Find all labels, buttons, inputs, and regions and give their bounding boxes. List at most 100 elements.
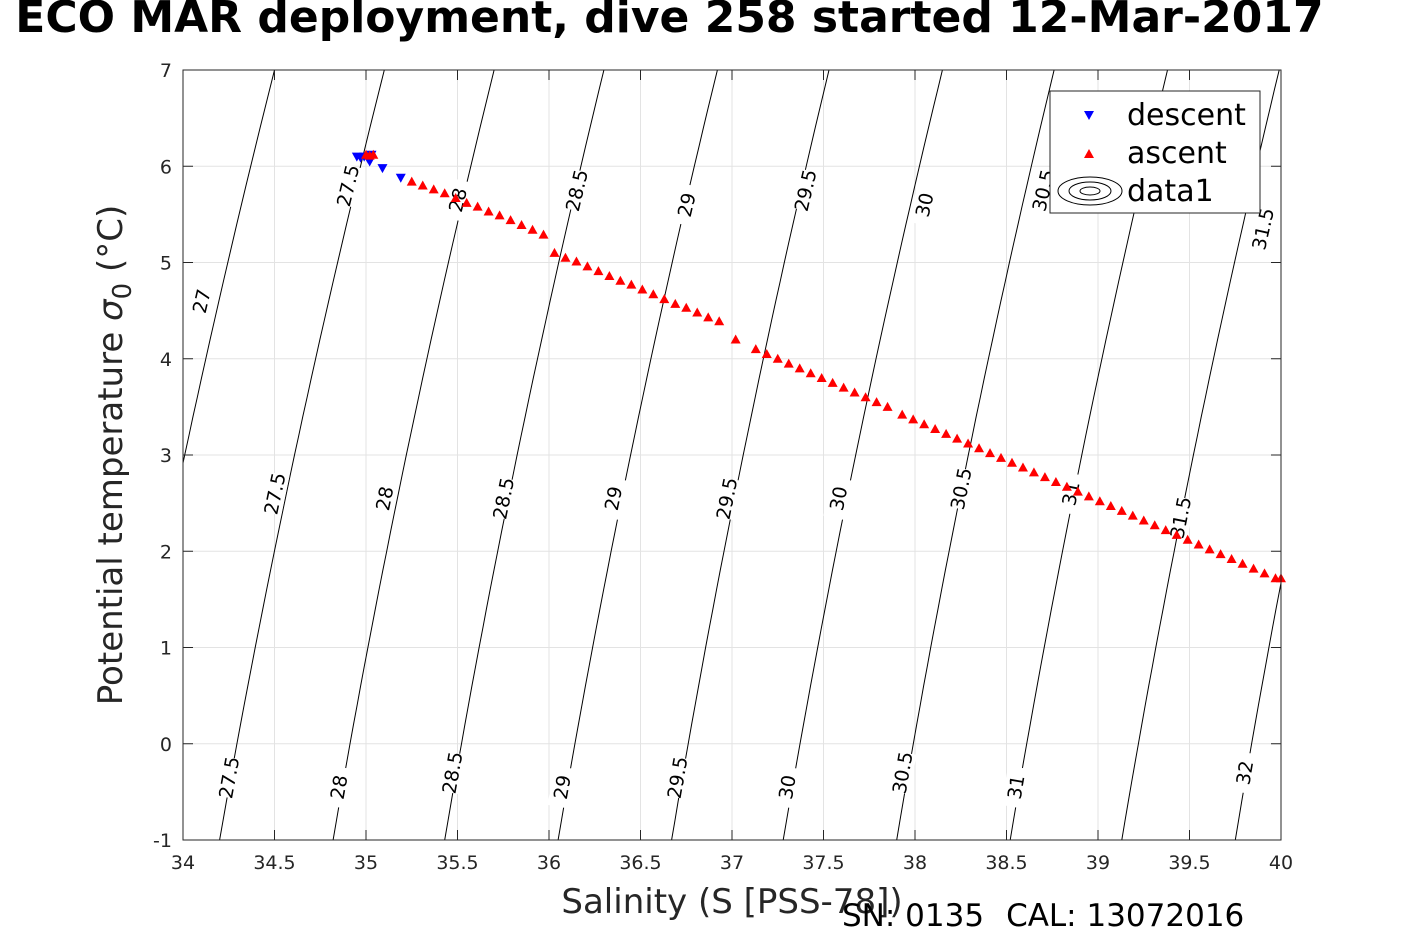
- legend-ascent-label: ascent: [1127, 136, 1227, 171]
- ascent-point: [1149, 520, 1160, 530]
- data-points: [351, 149, 1286, 583]
- ascent-point: [1017, 462, 1028, 472]
- ascent-point: [659, 294, 670, 304]
- contour-label-28.5: 28.5: [562, 167, 593, 213]
- contour-label-bg: [324, 765, 353, 809]
- contour-label-bg: [1001, 765, 1030, 809]
- descent-point: [395, 173, 406, 183]
- ascent-point: [692, 307, 703, 317]
- ascent-point: [827, 377, 838, 387]
- contour-label-27.5: 27.5: [333, 163, 364, 209]
- contour-label-29: 29: [674, 191, 701, 220]
- y-tick-label: 0: [160, 734, 172, 756]
- contour-label-30: 30: [912, 191, 939, 220]
- contour-label-bg: [547, 765, 577, 809]
- ascent-point: [1226, 553, 1237, 563]
- x-tick-label: 34: [171, 852, 195, 874]
- contour-label-bg: [887, 751, 917, 795]
- contour-label-bg: [662, 755, 692, 800]
- ascent-point: [505, 215, 516, 225]
- ascent-point: [549, 247, 560, 257]
- ascent-point: [974, 443, 985, 453]
- y-tick-label: 1: [160, 638, 172, 660]
- contour-label-bg: [1055, 471, 1086, 516]
- x-axis-label: Salinity (S [PSS-78]): [561, 882, 902, 922]
- contour-label-30: 30: [775, 773, 801, 801]
- contour-label-bg: [369, 476, 400, 521]
- ascent-point: [417, 180, 428, 190]
- ascent-point: [1116, 505, 1127, 515]
- ascent-point: [1171, 529, 1182, 539]
- contour-label-bg: [1230, 751, 1259, 795]
- ascent-point: [849, 387, 860, 397]
- contour-label-bg: [908, 182, 940, 227]
- ascent-point: [1248, 563, 1259, 573]
- y-tick-label: 6: [160, 156, 172, 178]
- ascent-point: [930, 424, 941, 434]
- contour-label-28.5: 28.5: [438, 750, 467, 795]
- x-tick-label: 39: [1086, 852, 1110, 874]
- ascent-point: [368, 149, 379, 159]
- ascent-point: [1105, 501, 1116, 511]
- ascent-point: [571, 256, 582, 266]
- ascent-point: [996, 452, 1007, 462]
- ascent-point: [560, 252, 571, 262]
- contour-label-27: 27: [189, 287, 216, 315]
- contour-label-bg: [488, 476, 519, 521]
- y-tick-label: 7: [160, 60, 172, 82]
- legend-ascent-marker: [1084, 149, 1094, 158]
- contour-label-bg: [1247, 206, 1278, 251]
- contour-label-bg: [259, 471, 290, 516]
- contour-label-31.5: 31.5: [1166, 495, 1196, 541]
- ascent-point: [750, 344, 761, 354]
- ascent-point: [919, 419, 930, 429]
- ascent-point: [593, 266, 604, 276]
- footer-info: SN: 0135 CAL: 13072016: [842, 898, 1266, 934]
- ascent-point: [604, 270, 615, 280]
- x-tick-label: 37: [720, 852, 744, 874]
- contour-label-bg: [214, 755, 244, 800]
- ascent-point: [772, 353, 783, 363]
- serial-number: SN: 0135: [842, 898, 985, 934]
- ascent-point: [1050, 476, 1061, 486]
- x-tick-label: 38.5: [985, 852, 1027, 874]
- ascent-point: [794, 363, 805, 373]
- x-tick-label: 36: [537, 852, 561, 874]
- contour-label-bg: [598, 476, 628, 521]
- contour-label-bg: [790, 168, 821, 213]
- contour-label-29.5: 29.5: [664, 755, 693, 800]
- ascent-point: [516, 219, 527, 229]
- x-axis-ticks: 34 34.5 35 35.5 36 36.5 37 37.5 38 38.5 39 39.5 40: [171, 70, 1293, 874]
- ascent-point: [582, 261, 593, 271]
- contour-label-32: 32: [1232, 759, 1258, 787]
- contour-line-32: [1234, 580, 1281, 840]
- contour-label-bg: [332, 163, 364, 208]
- ascent-point: [648, 289, 659, 299]
- contour-label-30.5: 30.5: [947, 466, 977, 512]
- x-tick-label: 35.5: [436, 852, 478, 874]
- ascent-point: [1215, 549, 1226, 559]
- descent-point: [377, 164, 388, 174]
- ascent-point: [1127, 510, 1138, 520]
- ascent-point: [615, 275, 626, 285]
- y-tick-label: 5: [160, 253, 172, 275]
- y-tick-label: 4: [160, 349, 172, 371]
- ascent-point: [637, 284, 648, 294]
- ascent-point: [730, 334, 741, 344]
- ascent-point: [538, 229, 549, 239]
- x-tick-label: 35: [354, 852, 378, 874]
- legend: descent ascent data1: [1049, 90, 1261, 214]
- ascent-point: [670, 298, 681, 308]
- contour-label-bg: [671, 182, 702, 227]
- x-tick-label: 34.5: [253, 852, 295, 874]
- chart-title: TER ECO MAR deployment, dive 258 started…: [0, 0, 1324, 43]
- ascent-point: [985, 448, 996, 458]
- ascent-point: [1204, 544, 1215, 554]
- y-tick-label: 3: [160, 445, 172, 467]
- chart-title-container: TER ECO MAR deployment, dive 258 started…: [0, 0, 1417, 43]
- y-axis-label-sigma: σ: [91, 298, 131, 321]
- ascent-point: [461, 197, 472, 207]
- ascent-point: [838, 382, 849, 392]
- contour-label-bg: [561, 168, 592, 213]
